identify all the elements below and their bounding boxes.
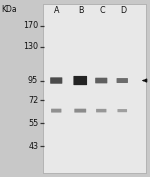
Text: 130: 130 xyxy=(23,42,38,51)
FancyBboxPatch shape xyxy=(50,77,62,84)
FancyBboxPatch shape xyxy=(95,78,107,83)
Bar xyxy=(43,4,146,173)
Text: 72: 72 xyxy=(28,96,38,104)
FancyBboxPatch shape xyxy=(74,109,86,113)
Text: D: D xyxy=(120,6,126,15)
Text: KDa: KDa xyxy=(2,5,17,14)
Text: 55: 55 xyxy=(28,119,38,127)
FancyBboxPatch shape xyxy=(96,109,106,112)
FancyBboxPatch shape xyxy=(117,78,128,83)
FancyBboxPatch shape xyxy=(117,109,127,112)
FancyBboxPatch shape xyxy=(51,109,62,113)
Text: 170: 170 xyxy=(23,21,38,30)
Text: 43: 43 xyxy=(28,142,38,150)
Text: A: A xyxy=(54,6,60,15)
Text: B: B xyxy=(78,6,84,15)
Text: C: C xyxy=(99,6,105,15)
FancyBboxPatch shape xyxy=(74,76,87,85)
Text: 95: 95 xyxy=(28,76,38,85)
